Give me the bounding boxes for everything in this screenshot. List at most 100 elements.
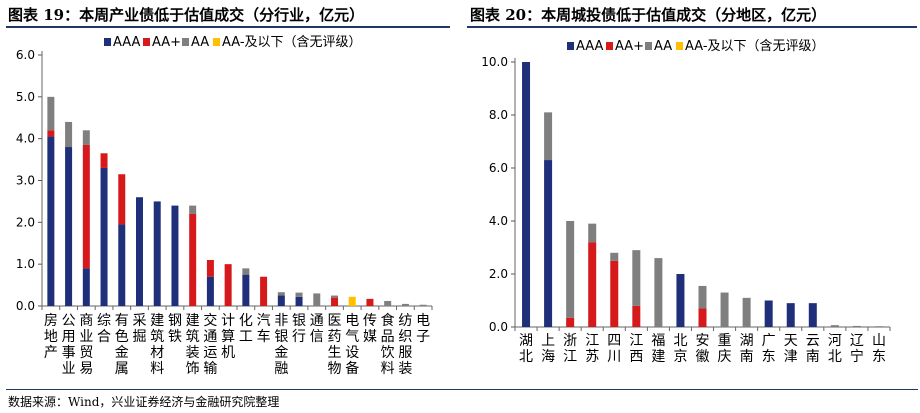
right-category-label: 四 bbox=[607, 333, 621, 349]
left-bar-AAA bbox=[65, 147, 73, 306]
left-category-label: 医 bbox=[328, 313, 342, 329]
left-category-label: 金 bbox=[115, 345, 129, 361]
right-ytick-label: 8.0 bbox=[489, 108, 508, 122]
left-category-label: 织 bbox=[398, 329, 412, 345]
left-category-label: 地 bbox=[44, 329, 58, 345]
left-bar-AA+ bbox=[118, 174, 126, 225]
left-category-label: 易 bbox=[79, 361, 93, 377]
left-bar-AAA bbox=[118, 224, 126, 306]
right-category-label: 津 bbox=[784, 349, 798, 365]
left-legend-label: AA+ bbox=[152, 35, 181, 50]
left-category-label: 筑 bbox=[186, 329, 200, 345]
left-category-label: 银 bbox=[292, 313, 306, 329]
left-category-label: 纺 bbox=[398, 313, 412, 329]
right-bar-AA bbox=[720, 292, 729, 327]
left-category-label: 计 bbox=[221, 313, 235, 329]
right-category-label: 东 bbox=[762, 349, 776, 365]
left-category-label: 备 bbox=[345, 360, 359, 377]
right-legend-swatch bbox=[606, 42, 613, 50]
left-category-label: 电 bbox=[345, 313, 359, 329]
left-category-label: 生 bbox=[328, 345, 342, 361]
left-legend-swatch bbox=[143, 38, 150, 46]
right-bar-AA bbox=[654, 258, 663, 327]
right-bar-AA bbox=[632, 250, 641, 306]
right-category-label: 庆 bbox=[718, 349, 732, 365]
right-category-label: 京 bbox=[673, 349, 687, 365]
right-category-label: 宁 bbox=[850, 348, 864, 365]
left-category-label: 机 bbox=[221, 345, 235, 361]
left-category-label: 非 bbox=[274, 313, 288, 329]
left-category-label: 服 bbox=[398, 345, 412, 361]
right-bar-AAA bbox=[808, 303, 817, 327]
right-category-label: 山 bbox=[872, 333, 886, 349]
right-bar-AAA bbox=[522, 62, 531, 327]
right-category-label: 上 bbox=[541, 333, 555, 349]
left-bar-AA+ bbox=[189, 213, 197, 306]
right-bar-AA+ bbox=[566, 317, 575, 327]
left-bar-AAA bbox=[153, 201, 161, 306]
left-legend-label: AAA bbox=[113, 35, 141, 50]
right-legend-swatch bbox=[676, 42, 683, 50]
left-category-label: 属 bbox=[115, 361, 129, 377]
right-bar-AA bbox=[610, 252, 619, 261]
right-category-label: 江 bbox=[585, 333, 599, 349]
left-category-label: 筑 bbox=[150, 329, 164, 345]
left-category-label: 产 bbox=[44, 345, 58, 361]
left-category-label: 算 bbox=[221, 329, 235, 345]
left-legend-label: AA-及以下（含无评级） bbox=[222, 34, 362, 50]
right-bar-AA bbox=[698, 285, 707, 309]
left-bar-AA bbox=[189, 205, 197, 214]
footer-rule bbox=[6, 389, 918, 390]
right-ytick-label: 10.0 bbox=[481, 55, 508, 69]
left-bar-AA bbox=[277, 292, 285, 296]
left-category-label: 电 bbox=[416, 313, 430, 329]
left-legend-swatch bbox=[104, 38, 111, 46]
left-ytick-label: 6.0 bbox=[16, 48, 35, 62]
left-legend-swatch bbox=[213, 38, 220, 46]
left-category-label: 用 bbox=[62, 329, 76, 345]
left-category-label: 饰 bbox=[186, 361, 200, 377]
left-bar-AAA bbox=[100, 167, 108, 306]
left-bar-AA+ bbox=[224, 264, 232, 306]
left-category-label: 综 bbox=[97, 313, 111, 329]
left-ytick-label: 4.0 bbox=[16, 132, 35, 146]
left-bar-AAA bbox=[82, 268, 90, 306]
left-bar-AAA bbox=[136, 197, 143, 306]
left-bar-AA bbox=[295, 292, 303, 297]
right-bar-AA bbox=[742, 297, 751, 327]
left-bar-AA+ bbox=[47, 130, 55, 137]
left-category-label: 商 bbox=[79, 313, 93, 329]
left-category-label: 交 bbox=[203, 312, 217, 329]
left-ytick-label: 0.0 bbox=[16, 299, 35, 313]
left-bar-AA+ bbox=[82, 144, 90, 269]
left-bar-AAA bbox=[242, 274, 250, 306]
left-category-label: 材 bbox=[150, 345, 164, 361]
right-category-label: 湖 bbox=[519, 333, 533, 349]
right-bar-AA+ bbox=[698, 308, 707, 327]
left-category-label: 食 bbox=[381, 312, 395, 329]
left-legend-label: AA bbox=[191, 35, 209, 50]
left-category-label: 工 bbox=[239, 329, 253, 345]
right-title-rule bbox=[467, 26, 917, 28]
left-chart-title: 图表 19：本周产业债低于估值成交（分行业，亿元） bbox=[8, 6, 365, 24]
left-category-label: 媒 bbox=[363, 329, 377, 345]
left-category-label: 钢 bbox=[168, 313, 182, 329]
left-category-label: 信 bbox=[310, 329, 324, 345]
right-legend-label: AA+ bbox=[615, 39, 644, 54]
left-category-label: 设 bbox=[345, 345, 359, 361]
right-category-label: 北 bbox=[828, 349, 842, 365]
left-category-label: 采 bbox=[133, 313, 147, 329]
right-category-label: 重 bbox=[718, 333, 732, 349]
left-bar-AA bbox=[47, 96, 55, 131]
right-bar-AA+ bbox=[610, 260, 619, 327]
right-category-label: 南 bbox=[740, 349, 754, 365]
left-category-label: 公 bbox=[62, 313, 76, 329]
left-title-rule bbox=[6, 26, 450, 28]
right-legend-label: AA-及以下（含无评级） bbox=[685, 38, 825, 54]
right-bar-AAA bbox=[544, 160, 553, 327]
right-bar-AA bbox=[830, 325, 839, 327]
left-category-label: 铁 bbox=[168, 329, 182, 345]
left-category-label: 运 bbox=[203, 345, 217, 361]
left-ytick-label: 3.0 bbox=[16, 174, 35, 188]
